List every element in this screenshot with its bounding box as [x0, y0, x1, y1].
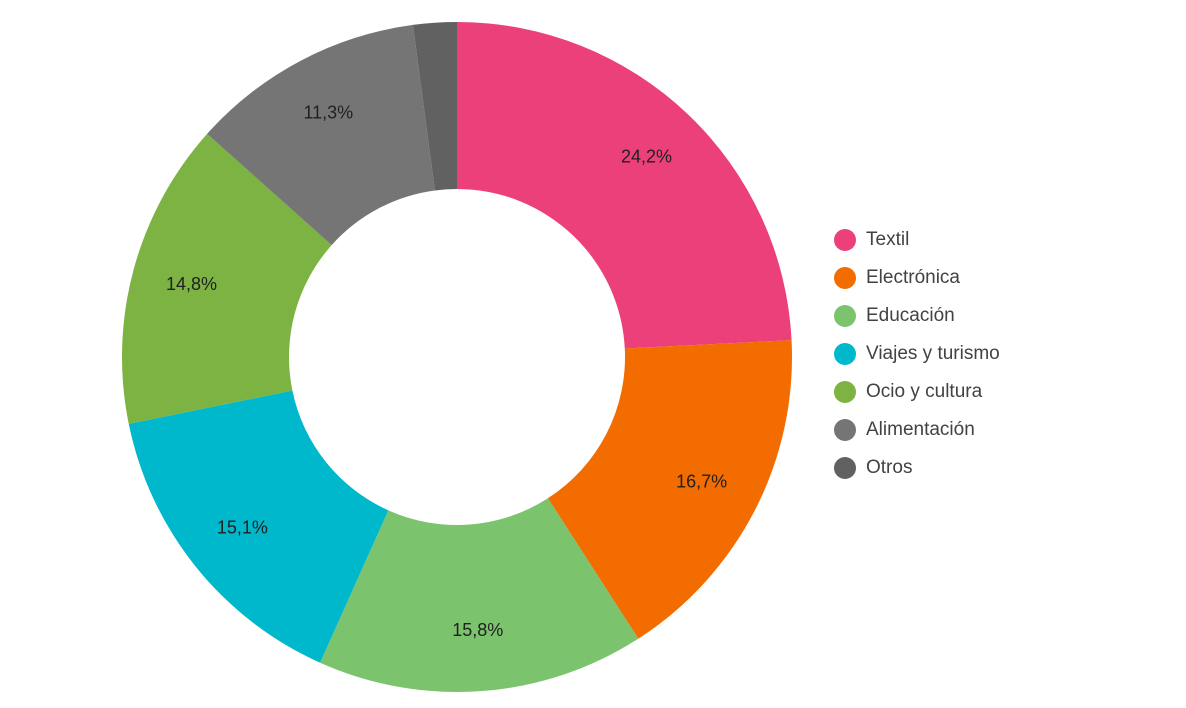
legend-label: Ocio y cultura: [866, 381, 983, 402]
legend-label: Otros: [866, 457, 912, 478]
legend-marker: [834, 381, 856, 403]
value-label: 11,3%: [303, 103, 353, 123]
legend-label: Electrónica: [866, 267, 960, 288]
value-label: 16,7%: [676, 471, 727, 491]
wedge: [128, 390, 389, 663]
legend-marker: [834, 419, 856, 441]
wedge: [122, 133, 332, 424]
legend-marker: [834, 267, 856, 289]
legend-label: Educación: [866, 305, 955, 326]
value-label: 24,2%: [621, 146, 672, 166]
wedge: [457, 22, 792, 349]
legend-marker: [834, 229, 856, 251]
wedge: [412, 22, 457, 191]
wedge: [547, 340, 792, 639]
legend-label: Textil: [866, 229, 909, 250]
legend-marker: [834, 305, 856, 327]
value-label: 15,1%: [217, 518, 268, 538]
wedge: [320, 498, 639, 692]
legend-marker: [834, 457, 856, 479]
legend-label: Viajes y turismo: [866, 343, 1000, 364]
legend-marker: [834, 343, 856, 365]
wedge: [207, 24, 435, 246]
value-label: 14,8%: [166, 274, 217, 294]
value-label: 15,8%: [452, 620, 503, 640]
legend-label: Alimentación: [866, 419, 975, 440]
